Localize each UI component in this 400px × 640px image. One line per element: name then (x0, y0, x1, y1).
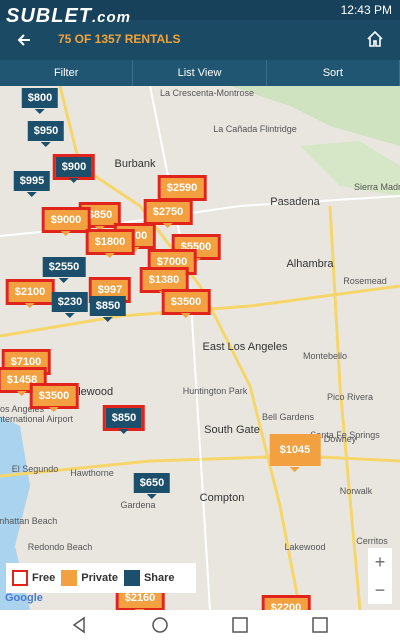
legend-label: Private (81, 572, 118, 584)
price-marker[interactable]: $1800 (85, 229, 135, 258)
price-marker[interactable]: $3500 (161, 289, 211, 318)
price-marker[interactable]: $950 (27, 121, 65, 147)
home-button[interactable] (365, 29, 385, 49)
map-place-label: La Cañada Flintridge (213, 124, 297, 134)
price-marker[interactable]: $230 (51, 292, 89, 318)
price-marker[interactable]: $2750 (143, 199, 193, 228)
attribution: Google (5, 592, 43, 604)
price-marker[interactable]: $900 (52, 154, 96, 183)
map-place-label: El Segundo (11, 464, 59, 474)
map-place-label: Downey (323, 434, 357, 444)
price-marker[interactable]: $800 (21, 88, 59, 114)
map-place-label: Rosemead (343, 276, 387, 286)
back-button[interactable] (16, 32, 32, 48)
nav-bar (0, 610, 400, 640)
price-marker[interactable]: $2160 (115, 585, 165, 614)
status-bar: 12:43 PM (0, 0, 400, 20)
map-place-label: Cerritos (356, 536, 388, 546)
nav-extra[interactable] (312, 617, 328, 633)
zoom-controls: + − (368, 548, 392, 604)
price-marker[interactable]: $9000 (41, 207, 91, 236)
legend-swatch (12, 570, 28, 586)
price-marker[interactable]: $1458 (0, 367, 47, 396)
price-marker[interactable]: $1380 (139, 267, 189, 296)
price-marker[interactable]: $850 (89, 296, 127, 322)
price-marker[interactable]: $7000 (147, 249, 197, 278)
price-marker[interactable]: $3500 (29, 383, 79, 412)
map-place-label: Hawthorne (70, 468, 114, 478)
map-place-label: South Gate (204, 424, 260, 436)
legend-label: Free (32, 572, 56, 584)
map-place-label: Pico Rivera (326, 392, 374, 402)
header-title: 75 OF 1357 RENTALS (58, 32, 181, 46)
price-marker[interactable]: $2590 (157, 175, 207, 204)
toolbar-button[interactable]: Filter (0, 60, 134, 86)
status-time: 12:43 PM (340, 3, 392, 17)
map-place-label: Pasadena (270, 196, 320, 208)
price-marker[interactable]: $850 (102, 405, 146, 434)
map-place-label: Sierra Madre (353, 182, 400, 192)
map[interactable]: La Crescenta-Montrose La Cañada Flintridg… (0, 86, 400, 624)
legend: Free Private Share (6, 563, 196, 593)
legend-label: Share (143, 572, 175, 584)
map-place-label: Gardena (120, 500, 156, 510)
price-marker[interactable]: $850 (78, 202, 122, 231)
nav-recent[interactable] (232, 617, 248, 633)
logo-text: SUBLET (6, 5, 92, 27)
header: SUBLET.com 75 OF 1357 RENTALS (0, 5, 400, 60)
map-place-label: East Los Angeles (202, 341, 288, 353)
map-place-label: Huntington Park (182, 386, 248, 396)
price-marker[interactable]: $7100 (1, 349, 51, 378)
price-marker[interactable]: $650 (133, 473, 171, 499)
nav-back[interactable] (72, 616, 85, 634)
toolbar: Filter List View Sort (0, 60, 400, 86)
map-place-label: Manhattan Beach (0, 516, 58, 526)
map-place-label: Los Angeles International Airport (0, 404, 74, 424)
logo-suffix: .com (92, 9, 132, 26)
price-marker[interactable]: $2100 (5, 279, 55, 308)
nav-home[interactable] (152, 617, 168, 633)
legend-swatch (61, 570, 78, 586)
price-marker[interactable]: $997 (88, 277, 132, 306)
price-marker[interactable]: $995 (13, 171, 51, 197)
map-place-label: Norwalk (339, 486, 373, 496)
map-place-label: Montebello (302, 351, 348, 361)
toolbar-button[interactable]: Sort (267, 60, 400, 86)
map-place-label: Compton (199, 492, 245, 504)
map-place-label: La Crescenta-Montrose (160, 88, 255, 98)
map-place-label: Inglewood (62, 386, 114, 398)
map-place-label: Bell Gardens (261, 412, 315, 422)
zoom-button[interactable]: − (374, 580, 386, 600)
toolbar-button[interactable]: List View (133, 60, 267, 86)
map-place-label: Burbank (114, 158, 156, 170)
map-place-label: Santa Fe Springs (310, 430, 380, 440)
map-place-label: Lakewood (284, 542, 326, 552)
price-marker[interactable]: $1045 (269, 434, 321, 472)
legend-swatch (123, 570, 140, 586)
logo: SUBLET.com (6, 5, 131, 28)
price-marker[interactable]: $2550 (42, 257, 86, 283)
map-place-label: Redondo Beach (27, 542, 93, 552)
map-place-label: Alhambra (286, 258, 334, 270)
zoom-button[interactable]: + (374, 552, 386, 572)
